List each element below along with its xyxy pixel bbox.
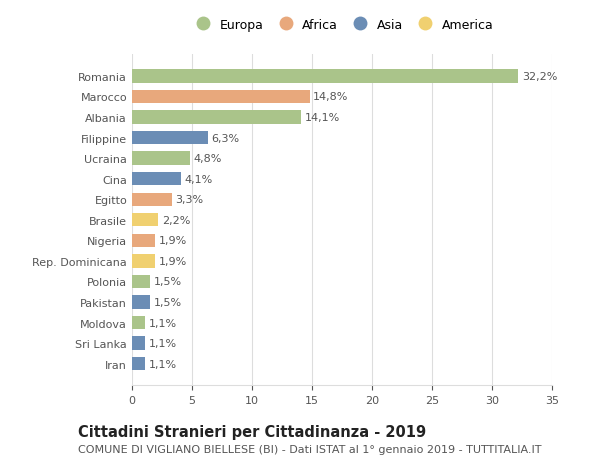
Legend: Europa, Africa, Asia, America: Europa, Africa, Asia, America <box>187 15 497 35</box>
Text: 14,8%: 14,8% <box>313 92 349 102</box>
Text: 1,1%: 1,1% <box>149 359 177 369</box>
Text: 3,3%: 3,3% <box>175 195 203 205</box>
Bar <box>132 275 150 289</box>
Text: Cittadini Stranieri per Cittadinanza - 2019: Cittadini Stranieri per Cittadinanza - 2… <box>78 425 426 440</box>
Text: 14,1%: 14,1% <box>305 113 340 123</box>
Text: 1,1%: 1,1% <box>149 338 177 348</box>
Bar <box>132 337 145 350</box>
Text: 1,5%: 1,5% <box>154 277 182 287</box>
Text: 4,8%: 4,8% <box>193 154 221 164</box>
Bar <box>132 193 172 207</box>
Text: 32,2%: 32,2% <box>522 72 557 82</box>
Text: 4,1%: 4,1% <box>185 174 213 185</box>
Bar <box>132 152 190 165</box>
Text: 1,9%: 1,9% <box>158 256 187 266</box>
Bar <box>132 213 158 227</box>
Bar <box>132 357 145 370</box>
Bar <box>132 111 301 124</box>
Bar <box>132 132 208 145</box>
Text: 1,1%: 1,1% <box>149 318 177 328</box>
Bar <box>132 316 145 330</box>
Bar <box>132 70 518 84</box>
Bar <box>132 255 155 268</box>
Text: 2,2%: 2,2% <box>162 215 190 225</box>
Bar <box>132 90 310 104</box>
Bar <box>132 234 155 247</box>
Text: 1,5%: 1,5% <box>154 297 182 308</box>
Bar <box>132 296 150 309</box>
Text: 6,3%: 6,3% <box>211 133 239 143</box>
Text: COMUNE DI VIGLIANO BIELLESE (BI) - Dati ISTAT al 1° gennaio 2019 - TUTTITALIA.IT: COMUNE DI VIGLIANO BIELLESE (BI) - Dati … <box>78 444 542 454</box>
Text: 1,9%: 1,9% <box>158 236 187 246</box>
Bar <box>132 173 181 186</box>
